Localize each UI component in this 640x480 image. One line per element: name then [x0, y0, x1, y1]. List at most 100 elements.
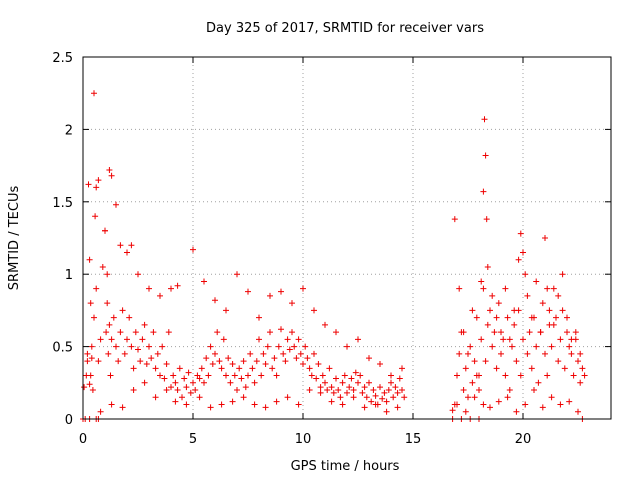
- data-point: [93, 184, 100, 191]
- data-point: [124, 336, 130, 343]
- data-point: [544, 372, 551, 379]
- data-point: [99, 263, 106, 270]
- data-point: [566, 343, 573, 350]
- data-point: [87, 300, 94, 307]
- data-point: [139, 336, 146, 343]
- data-point: [377, 384, 383, 391]
- data-point: [275, 343, 282, 350]
- data-point: [564, 314, 570, 321]
- data-point: [456, 350, 463, 357]
- data-point: [126, 314, 133, 321]
- data-point: [190, 379, 196, 386]
- x-tick-label: 10: [295, 432, 312, 447]
- data-point: [256, 314, 262, 321]
- data-point: [482, 358, 489, 365]
- data-point: [161, 375, 168, 382]
- data-point: [87, 372, 94, 379]
- data-point: [225, 355, 232, 362]
- data-point: [355, 379, 361, 386]
- data-point: [121, 350, 128, 357]
- data-point: [84, 358, 91, 365]
- data-point: [575, 408, 581, 415]
- data-point: [330, 389, 337, 396]
- data-point: [451, 216, 458, 223]
- data-point: [394, 389, 401, 396]
- data-point: [520, 336, 526, 343]
- data-point: [484, 321, 491, 328]
- data-point: [577, 350, 584, 357]
- ticks-layer: 0 5 10 15 20 0 0.5 1 1.5 2 2.5: [52, 51, 611, 447]
- data-point: [216, 358, 223, 365]
- data-point: [203, 355, 210, 362]
- data-point: [214, 329, 221, 336]
- data-point: [135, 346, 141, 353]
- data-point: [128, 242, 135, 249]
- data-point: [517, 230, 524, 237]
- data-point: [495, 398, 502, 405]
- y-axis-label: SRMTID / TECUs: [7, 186, 22, 291]
- data-point: [383, 398, 390, 405]
- data-point: [293, 355, 300, 362]
- data-point: [148, 355, 155, 362]
- data-point: [306, 387, 313, 394]
- data-point: [150, 329, 157, 336]
- data-point: [152, 365, 159, 372]
- data-point: [92, 213, 99, 220]
- data-point: [311, 350, 317, 357]
- data-point: [511, 321, 518, 328]
- data-point: [390, 394, 397, 401]
- data-point: [572, 329, 579, 336]
- data-point: [227, 379, 234, 386]
- data-point: [478, 336, 485, 343]
- data-point: [396, 375, 403, 382]
- data-point: [542, 235, 548, 241]
- data-point: [174, 387, 181, 394]
- data-point: [154, 350, 161, 357]
- data-point: [231, 372, 238, 379]
- data-point: [146, 343, 152, 350]
- data-point: [344, 389, 350, 396]
- data-point: [337, 394, 344, 401]
- data-point: [256, 336, 262, 343]
- data-point: [533, 343, 540, 350]
- data-point: [460, 387, 467, 394]
- data-point: [106, 166, 113, 173]
- data-point: [361, 384, 368, 391]
- data-point: [465, 350, 471, 357]
- data-point: [339, 379, 346, 386]
- data-point: [88, 343, 95, 350]
- data-point: [460, 329, 467, 336]
- data-point: [300, 285, 306, 292]
- data-point: [117, 242, 124, 249]
- data-point: [561, 365, 568, 372]
- data-point: [559, 307, 566, 314]
- data-point: [333, 375, 339, 382]
- data-point: [539, 300, 546, 307]
- data-point: [289, 329, 295, 336]
- data-point: [528, 365, 535, 372]
- data-point: [278, 288, 284, 295]
- data-point: [454, 372, 460, 379]
- data-point: [165, 329, 172, 336]
- data-point: [108, 401, 115, 408]
- data-point: [381, 389, 388, 396]
- data-point: [568, 350, 575, 357]
- data-point: [557, 401, 564, 408]
- data-point: [465, 394, 471, 401]
- x-tick-label: 5: [189, 432, 197, 447]
- data-point: [366, 355, 372, 362]
- data-point: [498, 350, 504, 357]
- data-point: [170, 372, 177, 379]
- data-point: [355, 336, 361, 343]
- data-point: [286, 346, 293, 353]
- data-point: [84, 350, 91, 357]
- data-point: [509, 343, 515, 350]
- data-point: [262, 404, 269, 411]
- data-point: [335, 387, 342, 394]
- data-point: [471, 394, 478, 401]
- data-point: [524, 350, 531, 357]
- data-point: [379, 395, 386, 402]
- data-point: [223, 372, 229, 379]
- data-point: [95, 177, 102, 184]
- data-point: [108, 172, 115, 179]
